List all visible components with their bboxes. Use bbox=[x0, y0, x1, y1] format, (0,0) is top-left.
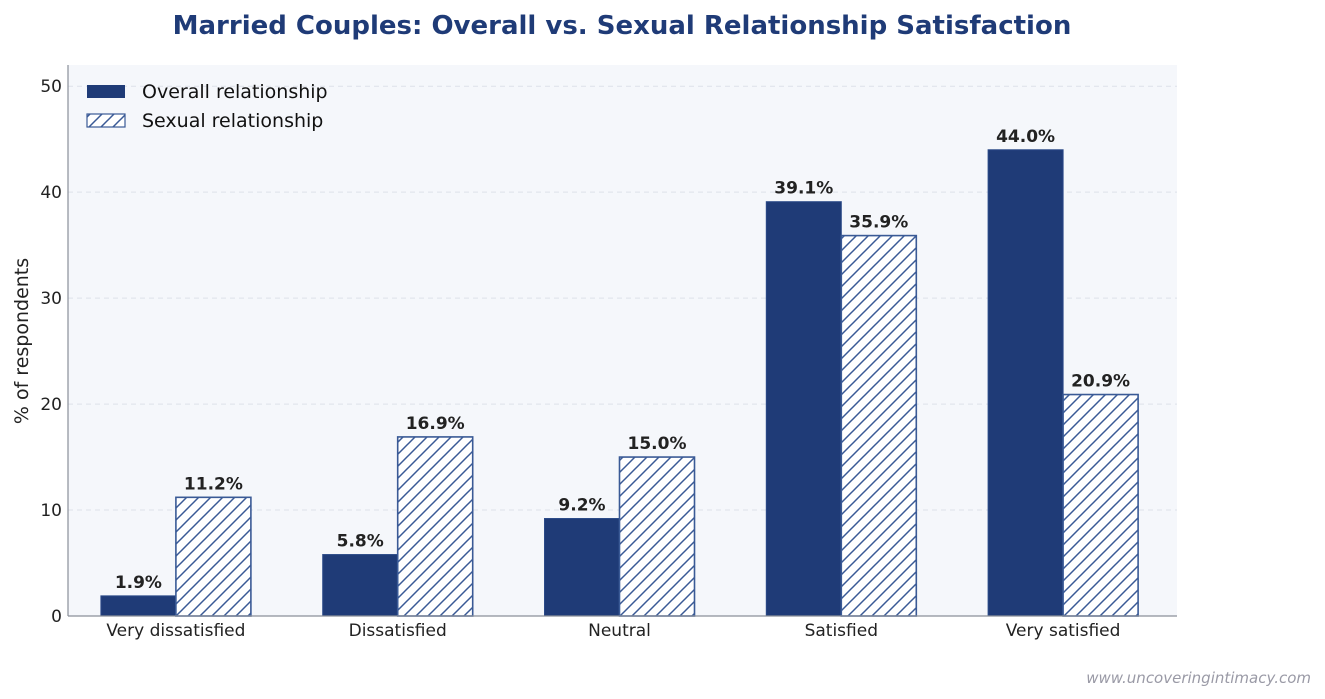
y-axis-label: % of respondents bbox=[11, 258, 33, 424]
data-label: 44.0% bbox=[996, 127, 1055, 147]
y-tick-label: 30 bbox=[40, 289, 62, 309]
y-tick-label: 0 bbox=[51, 607, 62, 627]
y-tick-label: 20 bbox=[40, 395, 62, 415]
bar-overall-satisfied bbox=[765, 201, 842, 617]
bar-sexual-very-satisfied bbox=[1062, 393, 1139, 617]
x-axis-ticks: Very dissatisfied Dissatisfied Neutral Sati… bbox=[106, 621, 1120, 641]
y-axis-ticks: 0 10 20 30 40 50 bbox=[40, 77, 62, 627]
data-label: 15.0% bbox=[628, 434, 687, 454]
bar-sexual-satisfied bbox=[840, 234, 918, 617]
bar-sexual-very-dissatisfied bbox=[175, 496, 252, 617]
bars bbox=[100, 149, 1139, 617]
bar-overall-neutral bbox=[544, 518, 620, 617]
x-tick-label: Neutral bbox=[588, 621, 651, 641]
chart-title: Married Couples: Overall vs. Sexual Rela… bbox=[173, 11, 1072, 41]
bar-overall-very-satisfied bbox=[987, 149, 1064, 617]
y-tick-label: 50 bbox=[40, 77, 62, 97]
x-tick-label: Satisfied bbox=[805, 621, 878, 641]
x-tick-label: Very dissatisfied bbox=[106, 621, 245, 641]
watermark: www.uncoveringintimacy.com bbox=[1086, 669, 1311, 687]
legend-label-sexual: Sexual relationship bbox=[142, 110, 323, 132]
legend-swatch-overall bbox=[87, 85, 125, 98]
legend: Overall relationship Sexual relationship bbox=[86, 81, 328, 132]
gridlines bbox=[68, 85, 1177, 511]
legend-label-overall: Overall relationship bbox=[142, 81, 328, 103]
y-tick-label: 40 bbox=[40, 183, 62, 203]
data-label: 9.2% bbox=[558, 496, 605, 516]
y-tick-label: 10 bbox=[40, 501, 62, 521]
data-labels: 1.9% 11.2% 5.8% 16.9% 9.2% 15.0% 39.1% 35.9% 44.… bbox=[115, 127, 1130, 593]
data-label: 5.8% bbox=[337, 532, 384, 552]
data-label: 35.9% bbox=[849, 213, 908, 233]
bar-overall-very-dissatisfied bbox=[100, 595, 177, 617]
data-label: 1.9% bbox=[115, 573, 162, 593]
legend-swatch-sexual bbox=[86, 113, 126, 128]
data-label: 39.1% bbox=[774, 179, 833, 199]
data-label: 20.9% bbox=[1071, 372, 1130, 392]
bar-overall-dissatisfied bbox=[322, 554, 399, 617]
x-tick-label: Dissatisfied bbox=[349, 621, 447, 641]
bar-sexual-neutral bbox=[618, 456, 696, 617]
bar-sexual-dissatisfied bbox=[396, 436, 474, 617]
data-label: 16.9% bbox=[406, 414, 465, 434]
x-tick-label: Very satisfied bbox=[1006, 621, 1121, 641]
data-label: 11.2% bbox=[184, 474, 243, 494]
